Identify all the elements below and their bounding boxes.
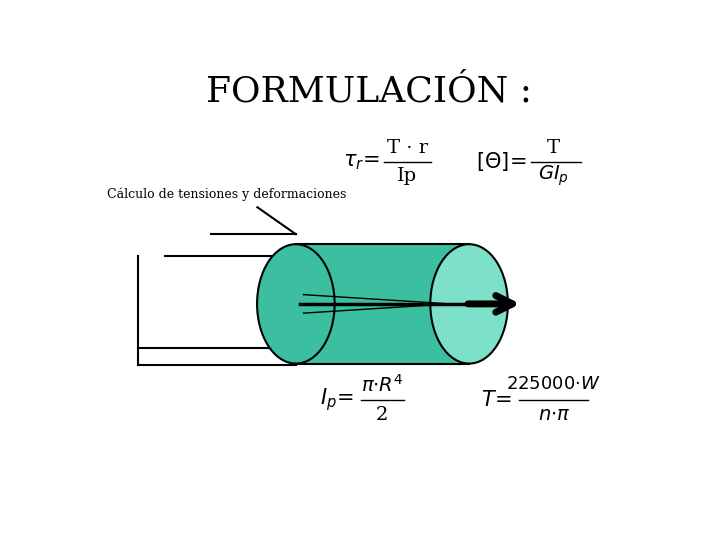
Text: $n{\cdot}\pi$: $n{\cdot}\pi$ [538, 406, 570, 424]
Text: $225000{\cdot} W$: $225000{\cdot} W$ [506, 375, 601, 393]
Text: FORMULACIÓN :: FORMULACIÓN : [206, 75, 532, 109]
Text: $I_p\!=\!$: $I_p\!=\!$ [320, 386, 354, 413]
Text: $\pi{\cdot}R^4$: $\pi{\cdot}R^4$ [361, 373, 403, 395]
Text: T: T [547, 139, 560, 157]
Bar [296, 244, 469, 363]
Text: 2: 2 [376, 406, 388, 424]
Text: Cálculo de tensiones y deformaciones: Cálculo de tensiones y deformaciones [107, 187, 346, 201]
Text: $T\!=\!$: $T\!=\!$ [481, 390, 511, 410]
Text: $\tau_r\!=\!$: $\tau_r\!=\!$ [343, 152, 381, 172]
Text: T · r: T · r [387, 139, 428, 157]
Text: Ip: Ip [397, 167, 418, 185]
Ellipse shape [257, 244, 335, 363]
Ellipse shape [431, 244, 508, 363]
Text: $GI_p$: $GI_p$ [539, 164, 570, 188]
Text: $[\Theta]\!=\!$: $[\Theta]\!=\!$ [476, 150, 527, 173]
